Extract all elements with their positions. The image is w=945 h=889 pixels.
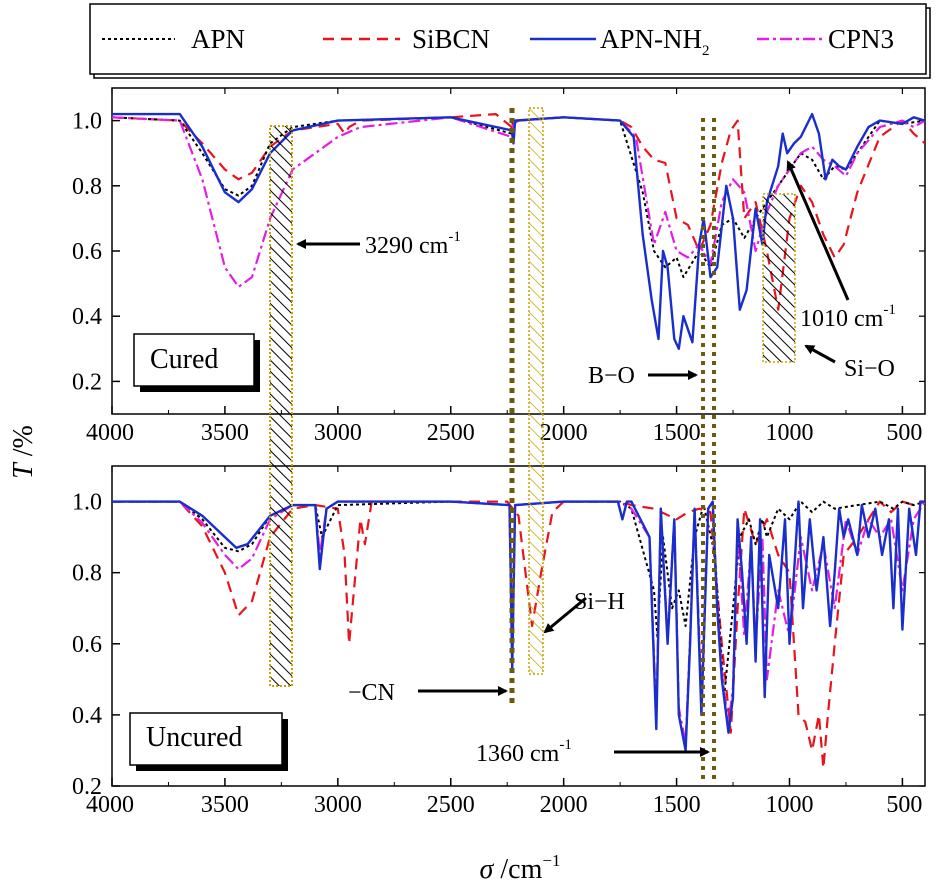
y-tick-label-cured: 0.2	[72, 369, 102, 395]
y-tick-label-cured: 1.0	[72, 109, 102, 135]
x-tick-label-cured: 2000	[540, 420, 588, 446]
cured-label: Cured	[150, 344, 218, 375]
uncured-label: Uncured	[146, 722, 242, 753]
legend-label-apn: APN	[191, 24, 245, 54]
series-cpn3-uncured	[112, 500, 925, 745]
x-tick-label-cured: 3000	[314, 420, 362, 446]
legend-label-apn-nh2: APN-NH2	[600, 24, 710, 59]
annotation-3290: 3290 cm-1	[365, 229, 461, 259]
x-axis-label: σ /cm−1	[480, 851, 561, 885]
legend: APN SiBCN APN-NH2 CPN3	[89, 3, 931, 79]
x-tick-label-uncured: 500	[886, 792, 922, 818]
legend-label-cpn3: CPN3	[828, 24, 894, 54]
x-tick-label-uncured: 2500	[427, 792, 475, 818]
series-group-uncured	[112, 500, 925, 770]
arrow-sio	[804, 344, 836, 364]
panel-cured: 4000 3500 3000 2500 2000 1500 1000 500 0.2 0.4 0.6…	[72, 87, 926, 446]
arrow-sih	[543, 596, 587, 634]
y-tick-label-uncured: 0.6	[72, 632, 102, 658]
uncured-label-box: Uncured	[129, 712, 288, 771]
y-tick-label-cured: 0.4	[72, 304, 102, 330]
x-tick-label-cured: 1500	[653, 420, 701, 446]
x-tick-label-cured: 3500	[201, 420, 249, 446]
x-tick-label-cured: 500	[886, 420, 922, 446]
plot-frame-uncured	[111, 465, 926, 787]
band-sih	[528, 107, 544, 675]
x-tick-label-cured: 2500	[427, 420, 475, 446]
arrow-1010	[786, 160, 850, 301]
y-axis-label: T /%	[8, 425, 39, 479]
cured-label-box: Cured	[133, 333, 260, 392]
annotation-1360: 1360 cm-1	[476, 737, 572, 767]
y-tick-label-cured: 0.6	[72, 239, 102, 265]
x-tick-label-cured: 1000	[766, 420, 814, 446]
x-tick-label-uncured: 2000	[540, 792, 588, 818]
series-apn-uncured	[112, 500, 925, 699]
legend-label-sibcn: SiBCN	[412, 24, 490, 54]
series-cpn3-cured	[112, 116, 925, 288]
highlight-bands	[269, 107, 796, 782]
x-tick-label-uncured: 4000	[86, 792, 134, 818]
annotation-bo: B−O	[588, 363, 635, 389]
annotation-cn: −CN	[348, 680, 395, 706]
y-tick-label-cured: 0.8	[72, 174, 102, 200]
x-tick-label-cured: 4000	[86, 420, 134, 446]
y-tick-label-uncured: 1.0	[72, 490, 102, 516]
band-sio	[762, 193, 796, 363]
y-tick-label-uncured: 0.2	[72, 774, 102, 800]
y-tick-label-uncured: 0.4	[72, 703, 102, 729]
annotation-sio: Si−O	[844, 356, 895, 382]
band-3290	[269, 125, 293, 687]
series-sibcn-uncured	[112, 500, 925, 770]
annotation-1010: 1010 cm-1	[800, 302, 896, 332]
series-apn-nh2-uncured	[112, 500, 925, 752]
panel-uncured: 4000 3500 3000 2500 2000 1500 1000 500 0.2 0.4 0.6…	[72, 465, 926, 818]
x-tick-label-uncured: 1000	[766, 792, 814, 818]
x-tick-label-uncured: 1500	[653, 792, 701, 818]
annotations: 3290 cm-1 1010 cm-1 Si−O B−O Si−H −CN 13…	[296, 160, 896, 767]
x-tick-label-uncured: 3500	[201, 792, 249, 818]
y-tick-label-uncured: 0.8	[72, 561, 102, 587]
x-tick-label-uncured: 3000	[314, 792, 362, 818]
